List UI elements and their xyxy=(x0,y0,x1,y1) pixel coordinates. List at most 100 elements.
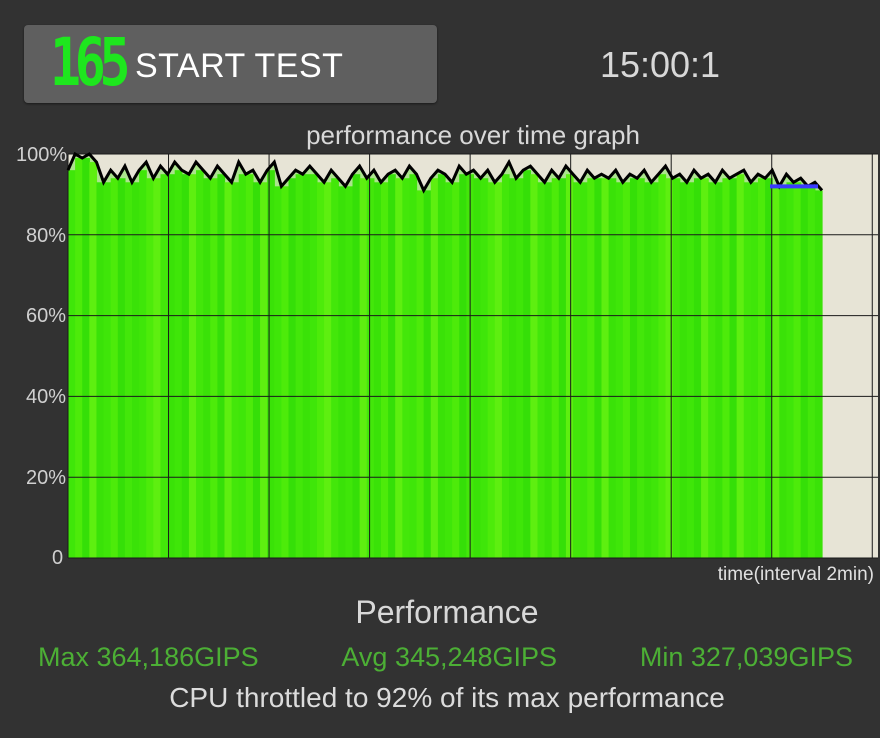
fill-column xyxy=(615,182,624,558)
fill-column xyxy=(651,182,659,558)
y-tick-20: 20% xyxy=(26,467,67,489)
fill-column xyxy=(686,182,695,558)
fill-column xyxy=(594,178,603,559)
fill-column xyxy=(736,174,745,558)
stats-row: Max 364,186GIPS Avg 345,248GIPS Min 327,… xyxy=(38,642,853,673)
fill-column xyxy=(167,174,176,558)
fill-column xyxy=(316,182,325,558)
fill-column xyxy=(459,174,467,558)
fill-column xyxy=(331,178,339,559)
grid-lines xyxy=(67,153,878,559)
fill-column xyxy=(217,174,226,558)
fill-column xyxy=(124,182,133,558)
fill-column xyxy=(530,174,539,558)
fill-column xyxy=(366,178,375,559)
fill-column xyxy=(153,178,162,559)
fill-column xyxy=(750,182,759,558)
fill-column xyxy=(679,182,688,558)
fill-column xyxy=(295,174,304,558)
fps-counter: 165 xyxy=(50,24,131,101)
fill-column xyxy=(501,174,510,558)
fill-column xyxy=(238,174,247,558)
fill-column xyxy=(203,178,211,559)
fill-column xyxy=(373,182,382,558)
fill-column xyxy=(480,178,489,559)
fill-column xyxy=(274,186,282,558)
fill-column xyxy=(75,158,83,558)
fill-column xyxy=(252,182,261,558)
y-tick-80: 80% xyxy=(26,225,67,247)
fill-column xyxy=(814,190,823,559)
fill-column xyxy=(117,178,126,559)
fill-column xyxy=(544,182,553,558)
avg-stat: Avg 345,248GIPS xyxy=(341,642,558,672)
fill-column xyxy=(793,182,802,558)
fill-column xyxy=(267,170,275,558)
fill-column xyxy=(573,182,581,558)
fill-column xyxy=(772,186,780,558)
fill-column xyxy=(509,178,517,559)
fill-column xyxy=(132,182,140,558)
fill-column xyxy=(672,178,681,559)
max-stat: Max 364,186GIPS xyxy=(38,642,259,672)
fill-column xyxy=(196,170,204,558)
fill-column xyxy=(523,170,531,558)
fill-column xyxy=(181,174,190,558)
fill-column xyxy=(565,174,574,558)
fill-column xyxy=(587,178,595,559)
fill-column xyxy=(82,158,90,558)
fill-column xyxy=(160,174,169,558)
fill-column xyxy=(693,178,702,559)
fill-column xyxy=(551,178,560,559)
y-tick-60: 60% xyxy=(26,305,67,327)
fill-column xyxy=(558,178,567,559)
fill-column xyxy=(580,182,588,558)
fill-column xyxy=(786,182,795,558)
fill-column xyxy=(402,178,411,559)
fill-column xyxy=(608,178,617,559)
fill-column xyxy=(231,182,240,558)
fill-column xyxy=(729,178,738,559)
fill-column xyxy=(210,178,218,559)
fill-area xyxy=(68,154,822,558)
fill-column xyxy=(637,178,645,559)
fill-column xyxy=(715,182,724,558)
fill-column xyxy=(430,178,439,559)
fill-column xyxy=(445,182,453,558)
fill-column xyxy=(722,178,731,559)
fill-column xyxy=(110,178,119,559)
y-tick-100: 100% xyxy=(16,144,68,166)
y-tick-0: 0 xyxy=(52,547,64,569)
fill-column xyxy=(309,174,318,558)
fill-column xyxy=(537,182,546,558)
fill-column xyxy=(629,178,638,559)
fill-column xyxy=(409,174,418,558)
fill-column xyxy=(765,178,773,559)
fill-column xyxy=(644,182,652,558)
fill-column xyxy=(139,170,147,558)
fill-column xyxy=(800,186,809,558)
fill-column xyxy=(807,186,816,558)
min-stat: Min 327,039GIPS xyxy=(639,642,853,672)
fill-column xyxy=(245,174,254,558)
fill-column xyxy=(103,182,112,558)
fill-column xyxy=(380,182,389,558)
fill-column xyxy=(601,178,610,559)
fill-column xyxy=(174,170,183,558)
fill-column xyxy=(416,190,425,559)
graph-title: performance over time graph xyxy=(306,120,640,150)
fill-column xyxy=(423,190,432,559)
performance-fill xyxy=(68,154,823,559)
x-axis-caption: time(interval 2min) xyxy=(717,564,874,585)
fill-column xyxy=(757,178,766,559)
start-test-label[interactable]: START TEST xyxy=(135,47,344,85)
fill-column xyxy=(338,186,347,558)
fill-column xyxy=(473,178,482,559)
fill-column xyxy=(288,178,297,559)
start-test-button[interactable] xyxy=(24,25,437,103)
fill-column xyxy=(188,174,197,558)
fill-column xyxy=(359,178,368,559)
fill-column xyxy=(395,178,403,559)
fill-column xyxy=(708,182,716,558)
fill-column xyxy=(89,162,98,558)
